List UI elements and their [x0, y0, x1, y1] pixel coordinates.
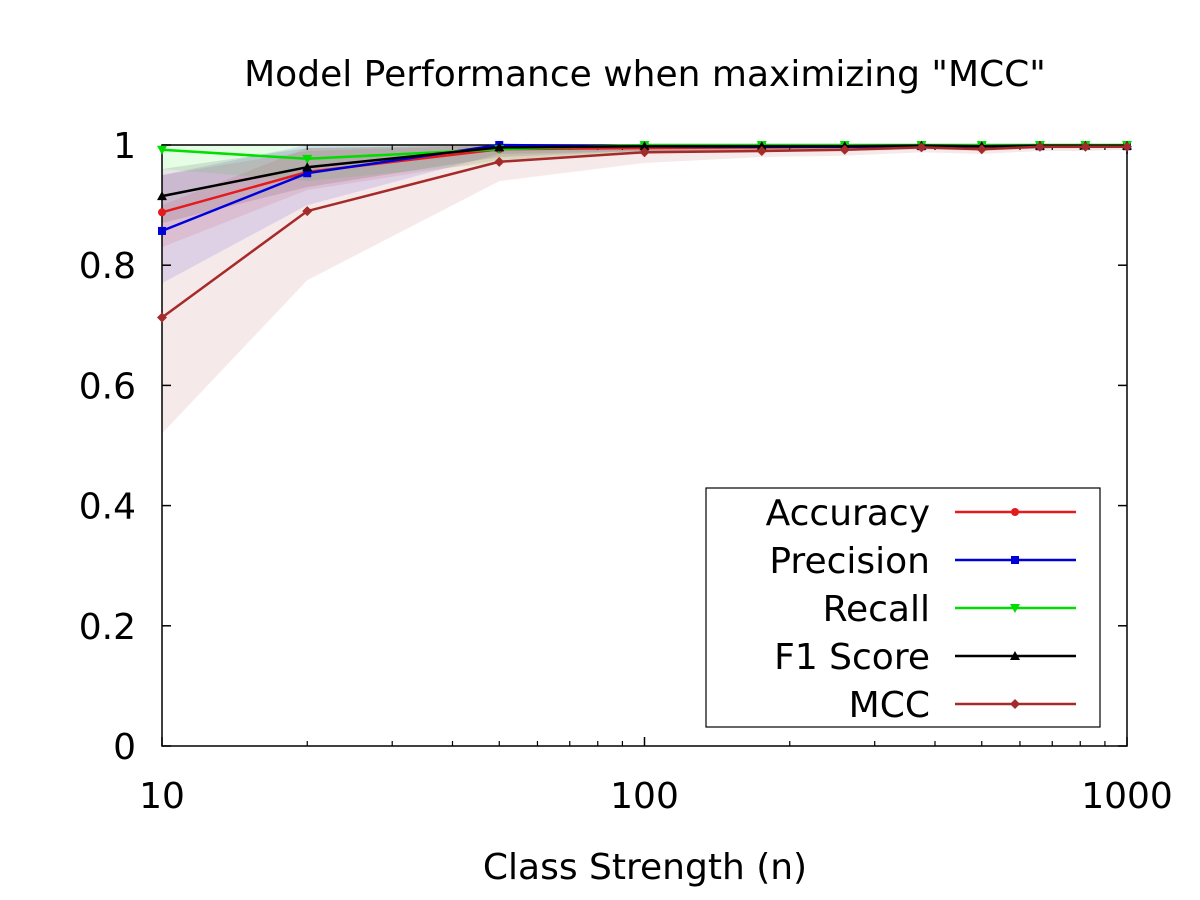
data-point	[1122, 141, 1132, 152]
band-1	[162, 145, 1127, 284]
legend-swatch-marker	[1011, 508, 1019, 516]
data-point	[1080, 141, 1091, 152]
data-point	[1034, 141, 1045, 152]
x-tick-label: 100	[610, 776, 679, 817]
y-tick-label: 1	[113, 126, 136, 167]
data-point	[157, 191, 167, 201]
band-3	[162, 145, 1127, 224]
legend-label: Recall	[823, 589, 930, 630]
legend: Accuracy Precision Recall F1 Score MCC	[705, 487, 1101, 728]
legend-label: MCC	[849, 685, 930, 726]
data-point	[302, 206, 313, 217]
data-point	[494, 156, 505, 167]
data-point	[756, 141, 767, 151]
data-point	[158, 208, 166, 217]
data-point	[494, 142, 505, 152]
y-tick-label: 0.8	[79, 246, 136, 287]
legend-label: Precision	[769, 541, 930, 582]
x-tick-label: 10	[139, 776, 185, 817]
y-tick-label: 0.4	[79, 487, 136, 528]
data-point	[157, 145, 167, 155]
data-point	[302, 162, 313, 172]
series-4	[157, 141, 1132, 323]
y-tick-label: 0.2	[79, 607, 136, 648]
data-point	[303, 169, 312, 178]
band-4	[162, 145, 1127, 434]
data-point	[976, 144, 987, 155]
axes: 0 0.2 0.4 0.6 0.8 1 10 100 1000	[79, 126, 1173, 817]
legend-swatch-marker	[1011, 556, 1019, 564]
legend-label: F1 Score	[774, 637, 930, 678]
band-0	[162, 145, 1127, 248]
x-tick-label: 1000	[1081, 776, 1173, 817]
data-point	[639, 147, 650, 158]
data-point	[157, 312, 167, 323]
data-point	[756, 146, 767, 157]
chart-title: Model Performance when maximizing "MCC"	[244, 54, 1046, 95]
data-point	[916, 142, 927, 153]
legend-swatch-marker	[1010, 604, 1020, 613]
y-tick-label: 0.6	[79, 366, 136, 407]
legend-swatch-marker	[1010, 651, 1020, 660]
data-point	[158, 226, 166, 235]
confidence-bands	[162, 145, 1127, 434]
data-point	[839, 144, 850, 155]
y-tick-label: 0	[113, 727, 136, 768]
legend-label: Accuracy	[766, 493, 930, 534]
data-point	[639, 141, 650, 151]
legend-swatch-marker	[1010, 699, 1020, 709]
x-axis-label: Class Strength (n)	[483, 847, 807, 888]
data-point	[302, 154, 313, 164]
series-lines	[157, 140, 1132, 323]
